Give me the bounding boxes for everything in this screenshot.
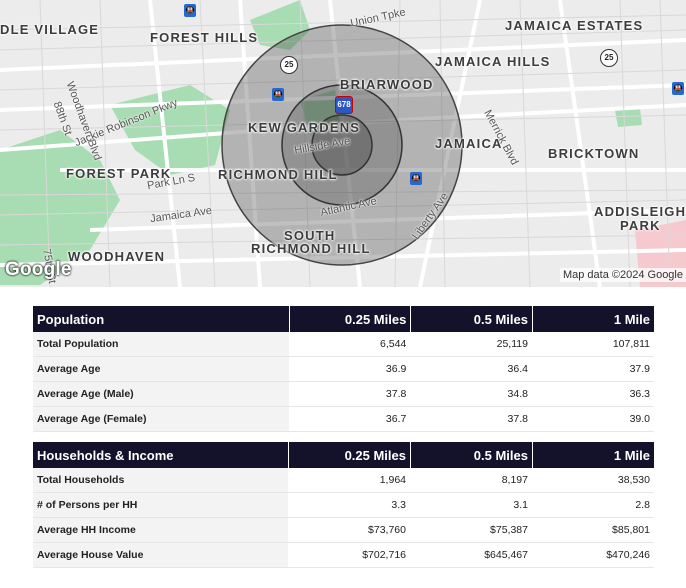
- neighborhood-label: FOREST PARK: [66, 166, 172, 181]
- table-cell: 8,197: [410, 468, 533, 493]
- table-cell: $75,387: [410, 517, 533, 543]
- subway-station-icon[interactable]: 🚇: [410, 172, 422, 185]
- interstate-shield-icon: 678: [335, 96, 353, 114]
- park-area: [250, 0, 310, 50]
- neighborhood-label: KEW GARDENS: [248, 120, 361, 135]
- table-row: Total Households 1,964 8,197 38,530: [33, 468, 654, 493]
- table-cell: 36.3: [532, 381, 654, 407]
- table-cell: $73,760: [288, 517, 411, 543]
- table-row: Average House Value $702,716 $645,467 $4…: [33, 542, 654, 568]
- table-cell: 1,964: [288, 468, 411, 493]
- map-view[interactable]: DLE VILLAGE FOREST HILLS JAMAICA ESTATES…: [0, 0, 686, 287]
- table-row: Average Age 36.9 36.4 37.9: [33, 356, 654, 382]
- table-cell: 3.1: [410, 492, 533, 518]
- households-income-table: Households & Income 0.25 Miles 0.5 Miles…: [33, 442, 654, 568]
- table-cell: 36.7: [289, 406, 412, 432]
- table-cell: 37.8: [410, 406, 533, 432]
- route-shield-icon: 25: [280, 56, 298, 74]
- neighborhood-label: JAMAICA: [435, 136, 503, 151]
- neighborhood-label: PARK: [620, 218, 661, 233]
- column-header: 0.5 Miles: [410, 442, 533, 468]
- neighborhood-label: DLE VILLAGE: [0, 22, 100, 37]
- table-header-row: Households & Income 0.25 Miles 0.5 Miles…: [33, 442, 654, 468]
- radius-ring-0-5-miles: [281, 84, 403, 206]
- row-label: Average Age (Female): [33, 406, 290, 432]
- table-header-row: Population 0.25 Miles 0.5 Miles 1 Mile: [33, 306, 654, 332]
- table-cell: 37.8: [289, 381, 412, 407]
- radius-ring-0-25-miles: [311, 114, 373, 176]
- neighborhood-label: RICHMOND HILL: [251, 241, 371, 256]
- table-cell: 38,530: [532, 468, 654, 493]
- table-cell: 34.8: [410, 381, 533, 407]
- table-cell: 39.0: [532, 406, 654, 432]
- row-label: Average HH Income: [33, 517, 290, 543]
- neighborhood-label: RICHMOND HILL: [218, 167, 338, 182]
- row-label: Total Households: [33, 468, 290, 493]
- table-cell: 3.3: [288, 492, 411, 518]
- table-row: Average Age (Male) 37.8 34.8 36.3: [33, 381, 654, 407]
- neighborhood-label: FOREST HILLS: [150, 30, 259, 45]
- row-label: Total Population: [33, 332, 290, 357]
- neighborhood-label: JAMAICA ESTATES: [505, 18, 644, 33]
- row-label: # of Persons per HH: [33, 492, 290, 518]
- map-attribution: Map data ©2024 Google: [559, 268, 686, 282]
- neighborhood-label: JAMAICA HILLS: [435, 54, 551, 69]
- radius-ring-1-mile: [221, 24, 463, 266]
- row-label: Average Age (Male): [33, 381, 290, 407]
- map-canvas: [0, 0, 686, 287]
- neighborhood-label: BRIARWOOD: [340, 77, 434, 92]
- table-cell: $702,716: [288, 542, 411, 568]
- table-cell: 107,811: [532, 332, 654, 357]
- column-header: 0.5 Miles: [410, 306, 533, 332]
- park-area: [110, 85, 230, 175]
- column-header: 1 Mile: [532, 306, 654, 332]
- table-cell: 6,544: [289, 332, 412, 357]
- table-row: Average HH Income $73,760 $75,387 $85,80…: [33, 517, 654, 543]
- subway-station-icon[interactable]: 🚇: [184, 4, 196, 17]
- subway-station-icon[interactable]: 🚇: [272, 88, 284, 101]
- table-cell: $470,246: [532, 542, 654, 568]
- table-cell: 25,119: [410, 332, 533, 357]
- neighborhood-label: SOUTH: [284, 228, 336, 243]
- row-label: Average House Value: [33, 542, 290, 568]
- google-logo: Google: [5, 259, 72, 280]
- table-cell: 37.9: [532, 356, 654, 382]
- table-heading: Households & Income: [33, 442, 290, 468]
- table-cell: $85,801: [532, 517, 654, 543]
- column-header: 1 Mile: [532, 442, 654, 468]
- minor-streets: [0, 0, 686, 287]
- column-header: 0.25 Miles: [289, 306, 412, 332]
- table-row: Total Population 6,544 25,119 107,811: [33, 332, 654, 357]
- population-table: Population 0.25 Miles 0.5 Miles 1 Mile T…: [33, 306, 654, 432]
- route-shield-icon: 25: [600, 49, 618, 67]
- table-heading: Population: [33, 306, 290, 332]
- row-label: Average Age: [33, 356, 290, 382]
- road-network: [0, 0, 686, 287]
- column-header: 0.25 Miles: [288, 442, 411, 468]
- neighborhood-label: WOODHAVEN: [68, 249, 166, 264]
- table-cell: $645,467: [410, 542, 533, 568]
- park-area: [615, 108, 642, 127]
- table-cell: 36.9: [289, 356, 412, 382]
- table-cell: 36.4: [410, 356, 533, 382]
- table-row: # of Persons per HH 3.3 3.1 2.8: [33, 492, 654, 518]
- neighborhood-label: ADDISLEIGH: [594, 204, 686, 219]
- neighborhood-label: BRICKTOWN: [548, 146, 640, 161]
- table-cell: 2.8: [532, 492, 654, 518]
- subway-station-icon[interactable]: 🚇: [672, 82, 684, 95]
- table-row: Average Age (Female) 36.7 37.8 39.0: [33, 406, 654, 432]
